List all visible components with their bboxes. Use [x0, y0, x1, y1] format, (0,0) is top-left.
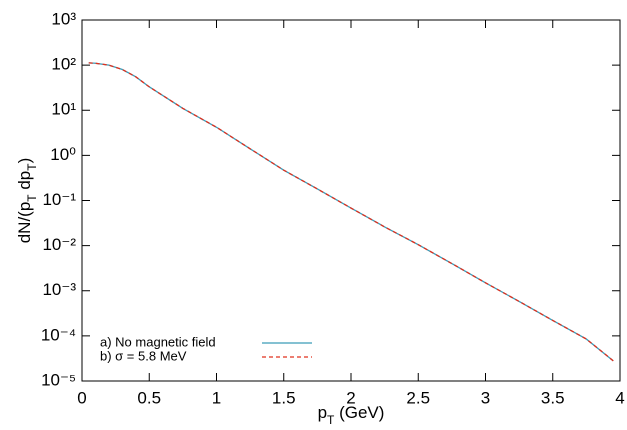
x-axis-label-part: p	[318, 403, 327, 422]
y-tick-label: 10²	[51, 55, 76, 74]
legend-label: a) No magnetic field	[100, 334, 216, 349]
y-tick-label: 10⁻⁴	[41, 325, 76, 344]
x-tick-label: 1	[212, 388, 221, 407]
x-axis-label-part: (GeV)	[334, 403, 384, 422]
y-tick-label: 10⁻³	[42, 280, 76, 299]
series-line	[88, 62, 614, 362]
x-axis-label: pT (GeV)	[318, 403, 385, 427]
y-tick-label: 10⁻²	[42, 235, 76, 254]
y-axis-label-part: T	[25, 194, 39, 202]
y-tick-label: 10⁻⁵	[41, 370, 76, 389]
legend-label: b) σ = 5.8 MeV	[100, 348, 187, 363]
x-tick-label: 0	[77, 388, 86, 407]
y-axis-label-part: dN/(p	[15, 202, 34, 244]
x-tick-label: 4	[615, 388, 624, 407]
x-tick-label: 3.5	[541, 388, 565, 407]
plot-frame	[81, 19, 621, 382]
y-axis-label-part: )	[15, 158, 34, 164]
series-line	[88, 62, 614, 362]
x-tick-label: 2	[346, 388, 355, 407]
y-tick-label: 10³	[51, 9, 76, 28]
x-tick-label: 2.5	[406, 388, 430, 407]
x-tick-label: 0.5	[137, 388, 161, 407]
x-axis-label-part: T	[327, 413, 335, 427]
y-tick-label: 10⁰	[50, 145, 76, 164]
y-axis-label-part: dp	[15, 171, 34, 195]
y-tick-label: 10⁻¹	[42, 190, 76, 209]
y-axis-label: dN/(pT dpT)	[15, 158, 39, 244]
y-tick-label: 10¹	[51, 100, 76, 119]
x-tick-label: 3	[481, 388, 490, 407]
y-axis-label-part: T	[25, 163, 39, 171]
x-tick-label: 1.5	[272, 388, 296, 407]
